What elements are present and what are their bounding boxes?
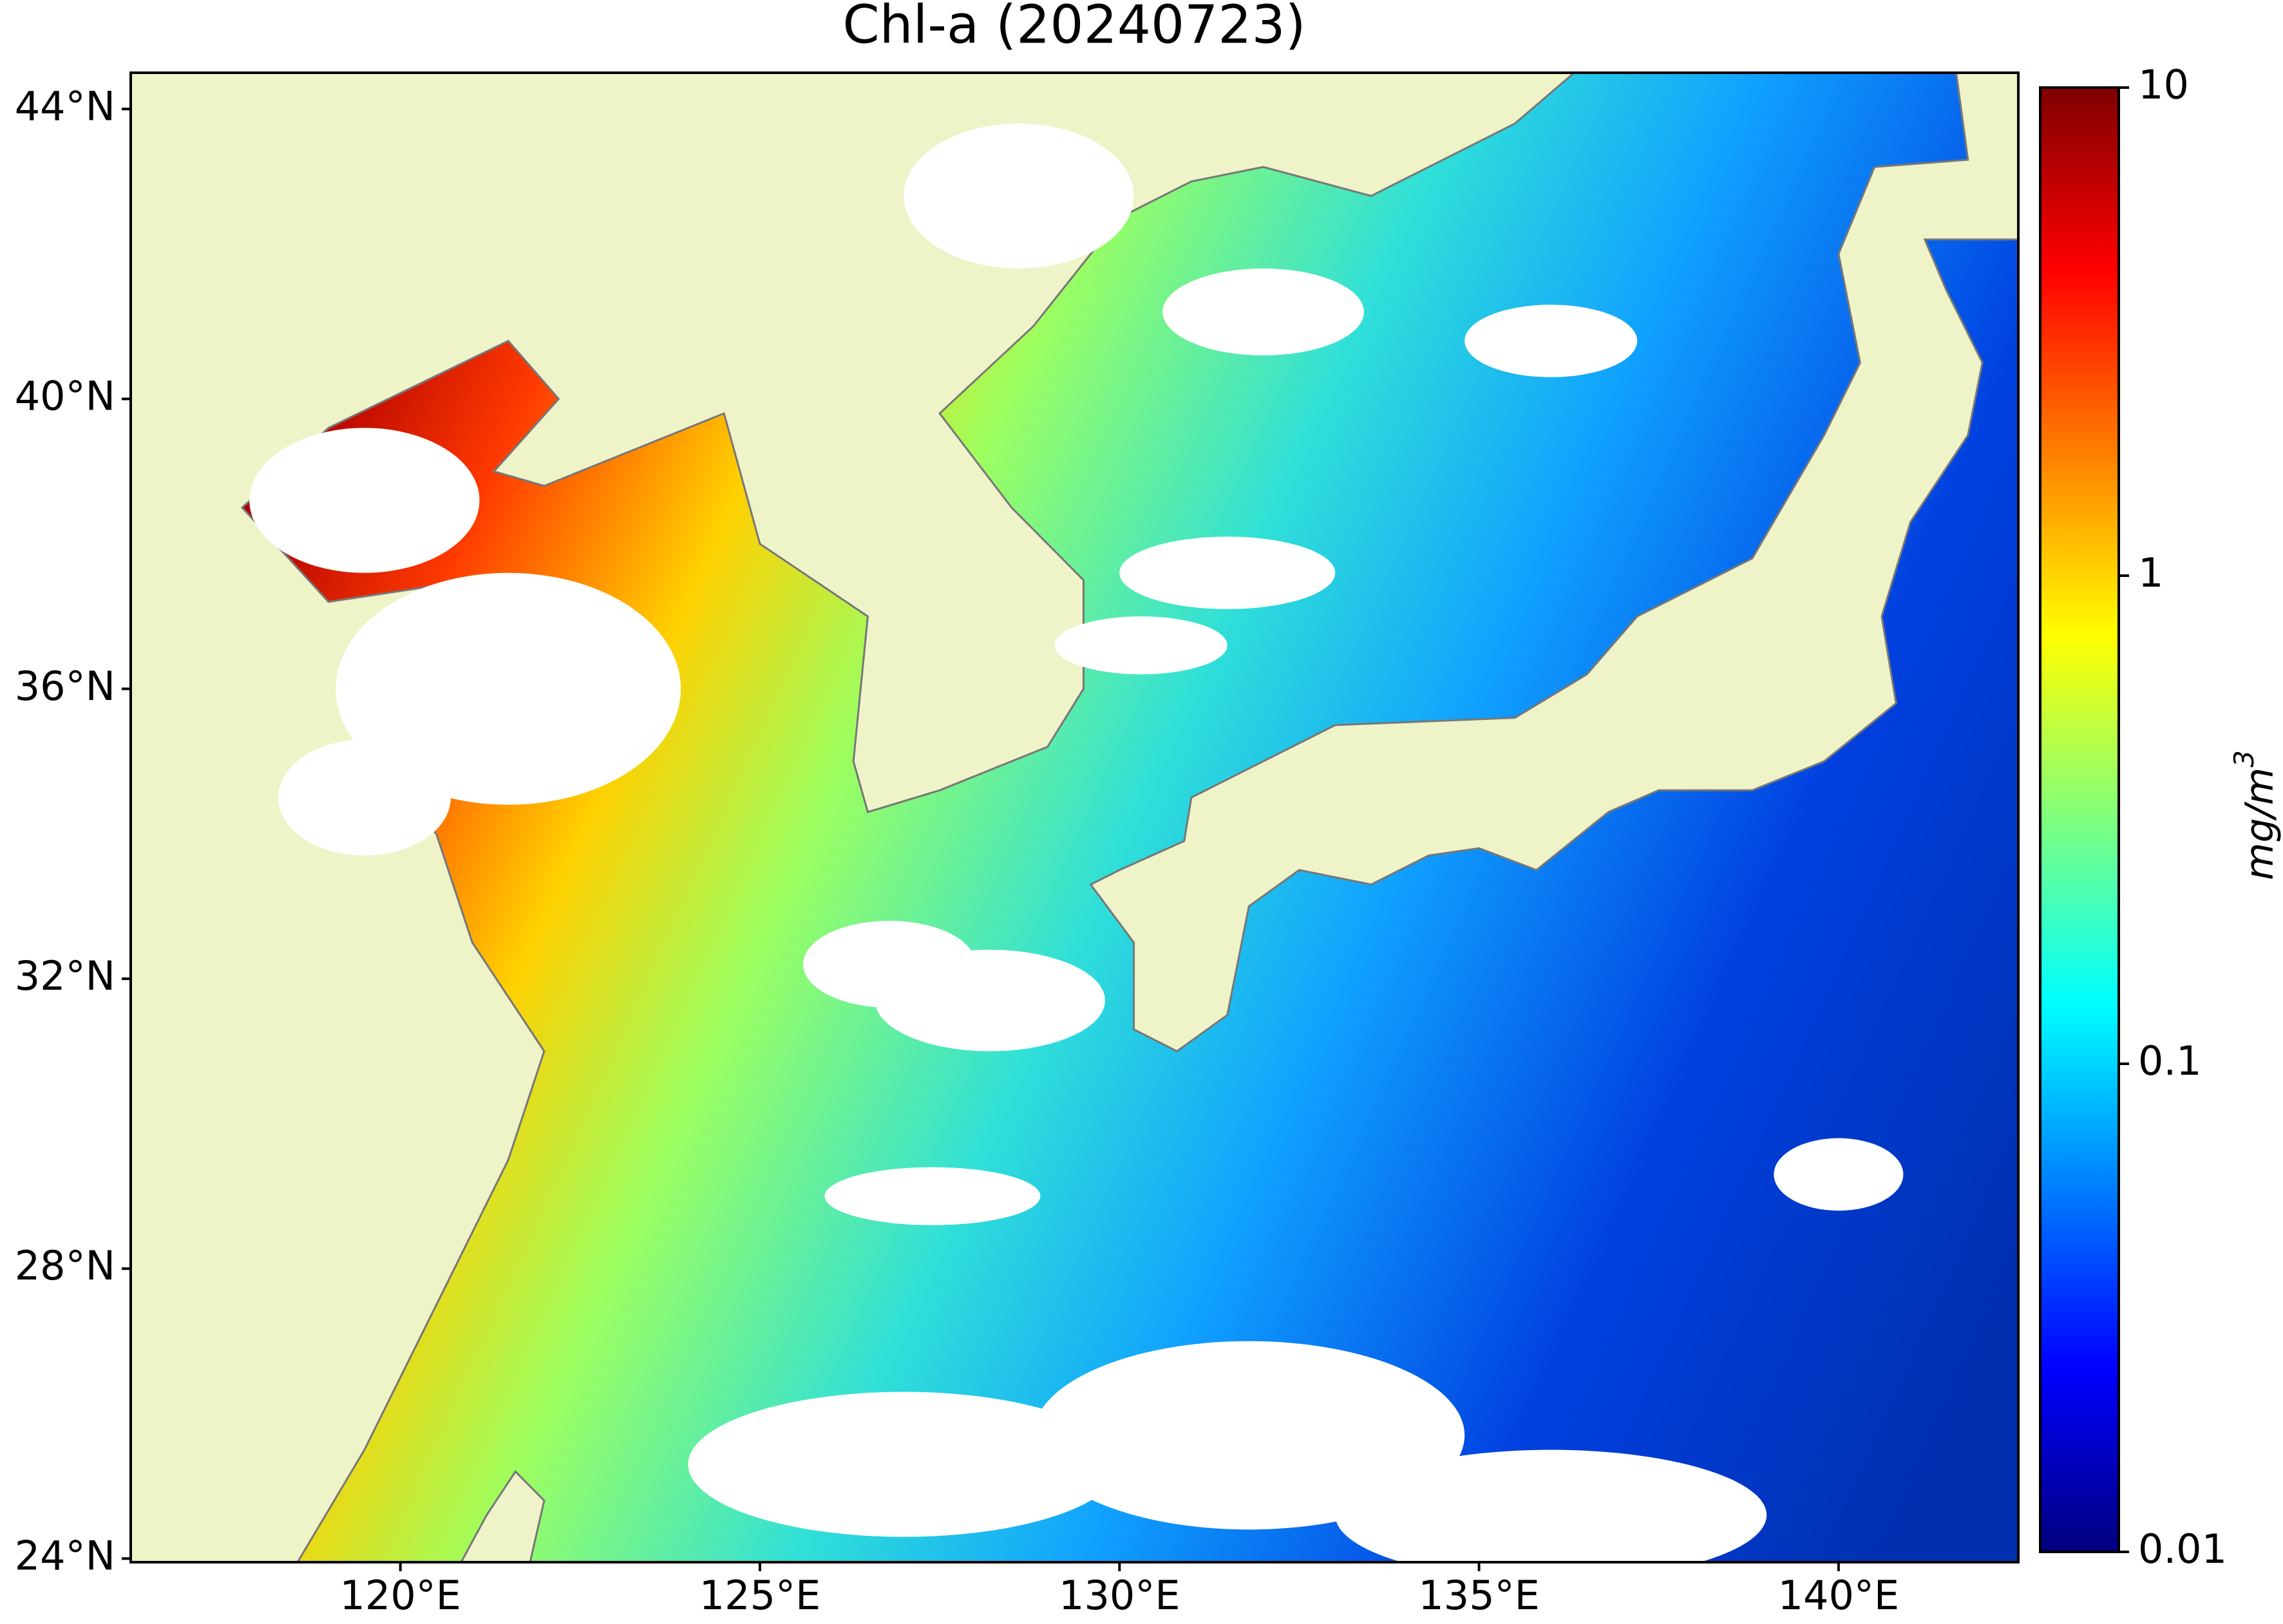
- cloud: [1119, 536, 1336, 609]
- colorbar-tick-label: 1: [2138, 549, 2163, 596]
- cloud: [904, 123, 1134, 269]
- cloud-mask: [249, 123, 1904, 1562]
- unit-exponent: 3: [2228, 750, 2260, 768]
- cloud: [824, 1167, 1041, 1225]
- island: [460, 1469, 545, 1562]
- x-tick-label: 125°E: [699, 1572, 821, 1619]
- y-tick-label: 40°N: [15, 373, 115, 420]
- cloud: [1464, 305, 1638, 377]
- y-tick-label: 24°N: [15, 1532, 115, 1579]
- map-frame: [129, 71, 2020, 1563]
- y-tick-label: 28°N: [15, 1242, 115, 1289]
- unit-text: mg/m: [2237, 768, 2282, 880]
- y-tick-label: 44°N: [15, 82, 115, 129]
- x-tick-label: 120°E: [339, 1572, 461, 1619]
- cloud: [688, 1392, 1120, 1537]
- cloud: [1162, 268, 1364, 355]
- cloud: [802, 920, 976, 1008]
- colorbar-tick-label: 10: [2138, 61, 2189, 108]
- cloud: [1033, 1341, 1465, 1530]
- y-tick-label: 32°N: [15, 952, 115, 999]
- x-tick-label: 135°E: [1418, 1572, 1540, 1619]
- colorbar-label: mg/m3: [2228, 750, 2282, 880]
- map-area: [131, 73, 2018, 1562]
- colorbar-tick-label: 0.1: [2138, 1037, 2202, 1084]
- cloud: [1054, 616, 1227, 675]
- cloud: [1335, 1449, 1767, 1562]
- colorbar-tick-label: 0.01: [2138, 1525, 2227, 1572]
- colorbar: [2039, 86, 2120, 1553]
- map-title: Chl-a (20240723): [842, 0, 1305, 55]
- y-tick-label: 36°N: [15, 663, 115, 710]
- cloud: [249, 428, 480, 573]
- cloud: [1774, 1138, 1904, 1211]
- cloud: [278, 739, 451, 856]
- cloud: [336, 572, 681, 805]
- x-tick-label: 130°E: [1059, 1572, 1180, 1619]
- x-tick-label: 140°E: [1778, 1572, 1900, 1619]
